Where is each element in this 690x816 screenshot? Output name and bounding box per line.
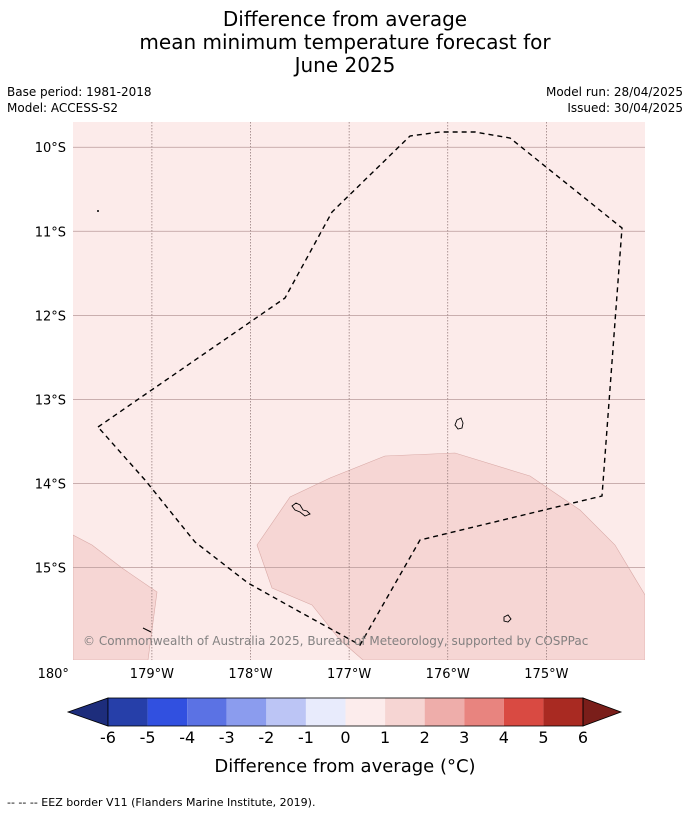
issued-date: Issued: 30/04/2025 [567, 101, 683, 115]
island-south [503, 614, 512, 623]
anomaly-region-west [73, 534, 158, 660]
gridlines [73, 122, 645, 660]
anomaly-region-east [256, 452, 645, 660]
meta-right: Model run: 28/04/2025 Issued: 30/04/2025 [546, 84, 683, 116]
colorbar-segment [147, 698, 188, 726]
colorbar-segment [424, 698, 465, 726]
lon-tick-label: 176°W [426, 667, 470, 682]
colorbar-segment [305, 698, 346, 726]
colorbar-tick-label: 4 [499, 728, 509, 747]
colorbar-tick-label: -1 [298, 728, 314, 747]
model-run: Model run: 28/04/2025 [545, 85, 683, 99]
longitude-labels: 180° 179°W 178°W 177°W 176°W 175°W [38, 667, 569, 682]
colorbar-tick-label: -6 [100, 728, 116, 747]
island-dot [97, 210, 99, 212]
colorbar-tick-label: 3 [459, 728, 469, 747]
map-title: Difference from average mean minimum tem… [139, 7, 551, 77]
colorbar-tick-label: 2 [420, 728, 430, 747]
lat-tick-label: 13°S [35, 393, 66, 408]
colorbar-tick-label: -2 [258, 728, 274, 747]
lon-tick-label: 180° [38, 667, 69, 682]
base-period: Base period: 1981-2018 [7, 85, 152, 99]
meta-left: Base period: 1981-2018 Model: ACCESS-S2 [7, 84, 152, 116]
island-wallis [291, 502, 311, 517]
colorbar-segment [345, 698, 386, 726]
lat-tick-label: 11°S [35, 225, 66, 240]
colorbar-ticks: -6 -5 -4 -3 -2 -1 0 1 2 3 4 5 6 [100, 728, 588, 747]
colorbar-tick-label: 6 [578, 728, 588, 747]
model-name: Model: ACCESS-S2 [7, 101, 119, 115]
lat-tick-label: 12°S [35, 309, 66, 324]
colorbar-tick-label: -4 [179, 728, 195, 747]
colorbar-outline [107, 697, 584, 727]
lat-tick-label: 14°S [35, 477, 66, 492]
eez-border [96, 131, 623, 646]
colorbar-segment [226, 698, 267, 726]
colorbar-tick-label: -3 [219, 728, 235, 747]
lat-tick-label: 10°S [35, 141, 66, 156]
island-north [454, 417, 464, 430]
copyright-notice: © Commonwealth of Australia 2025, Bureau… [83, 634, 588, 648]
lon-tick-label: 179°W [130, 667, 174, 682]
colorbar-tick-label: 0 [340, 728, 350, 747]
colorbar-segment [108, 698, 148, 726]
colorbar-segment [464, 698, 504, 726]
lon-tick-label: 178°W [228, 667, 272, 682]
footer-eez-note: -- -- -- EEZ border V11 (Flanders Marine… [7, 796, 316, 809]
lon-tick-label: 175°W [524, 667, 568, 682]
colorbar-under-arrow [66, 697, 109, 727]
colorbar [66, 697, 623, 727]
colorbar-segment [543, 698, 583, 726]
colorbar-tick-label: 1 [380, 728, 390, 747]
island-west-coast [142, 627, 152, 633]
colorbar-segment [266, 698, 306, 726]
colorbar-segment [385, 698, 425, 726]
colorbar-over-arrow [582, 697, 623, 727]
colorbar-segment [187, 698, 227, 726]
lat-tick-label: 15°S [35, 562, 66, 577]
colorbar-segment [503, 698, 544, 726]
colorbar-tick-label: -5 [140, 728, 156, 747]
map-panel: © Commonwealth of Australia 2025, Bureau… [73, 122, 645, 660]
colorbar-label: Difference from average (°C) [214, 756, 475, 777]
colorbar-tick-label: 5 [538, 728, 548, 747]
lon-tick-label: 177°W [327, 667, 371, 682]
latitude-labels: 10°S 11°S 12°S 13°S 14°S 15°S [35, 141, 66, 576]
